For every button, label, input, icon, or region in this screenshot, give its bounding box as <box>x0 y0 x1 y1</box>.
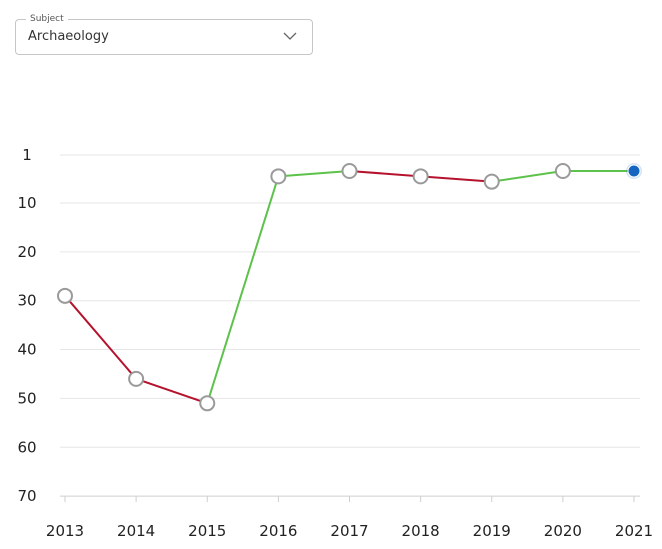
x-tick-label: 2015 <box>188 522 226 540</box>
data-point-current[interactable] <box>627 164 641 178</box>
series-segment <box>64 295 137 380</box>
y-tick-label: 60 <box>17 438 36 456</box>
series-segment <box>420 175 492 183</box>
y-tick-label: 1 <box>22 146 32 164</box>
x-tick-label: 2018 <box>402 522 440 540</box>
y-tick-label: 20 <box>17 243 36 261</box>
x-tick-label: 2014 <box>117 522 155 540</box>
chevron-down-icon <box>283 32 297 40</box>
data-point[interactable] <box>412 168 429 185</box>
x-tick-label: 2016 <box>259 522 297 540</box>
data-point[interactable] <box>554 163 571 179</box>
series-segment <box>349 170 421 178</box>
data-point[interactable] <box>483 173 500 190</box>
x-tick-label: 2019 <box>473 522 511 540</box>
data-point[interactable] <box>128 370 145 387</box>
series-segment <box>278 170 350 178</box>
y-tick-label: 10 <box>17 194 36 212</box>
subject-select-value: Archaeology <box>28 29 109 44</box>
chart-points <box>57 163 642 412</box>
x-tick-label: 2017 <box>330 522 368 540</box>
x-tick-label: 2013 <box>46 522 84 540</box>
subject-select-label: Subject <box>26 14 68 25</box>
series-segment <box>491 170 564 183</box>
data-point[interactable] <box>57 287 73 304</box>
subject-select[interactable]: Subject Archaeology <box>15 14 313 55</box>
x-tick-label: 2021 <box>615 522 653 540</box>
y-tick-label: 30 <box>17 292 36 310</box>
y-tick-label: 70 <box>17 487 36 505</box>
x-tick-label: 2020 <box>544 522 582 540</box>
chart-lines <box>64 170 634 405</box>
series-segment <box>135 377 208 405</box>
y-tick-label: 50 <box>17 389 36 407</box>
chart-grid <box>60 154 640 448</box>
y-axis-ticks: 1 10 20 30 40 50 60 70 <box>17 146 36 505</box>
data-point[interactable] <box>270 168 287 185</box>
data-point[interactable] <box>341 163 358 179</box>
x-axis: 2013 2014 2015 2016 2017 2018 2019 2020 2021 <box>46 495 653 540</box>
data-point[interactable] <box>199 395 216 412</box>
y-tick-label: 40 <box>17 341 36 359</box>
series-segment <box>206 176 280 404</box>
